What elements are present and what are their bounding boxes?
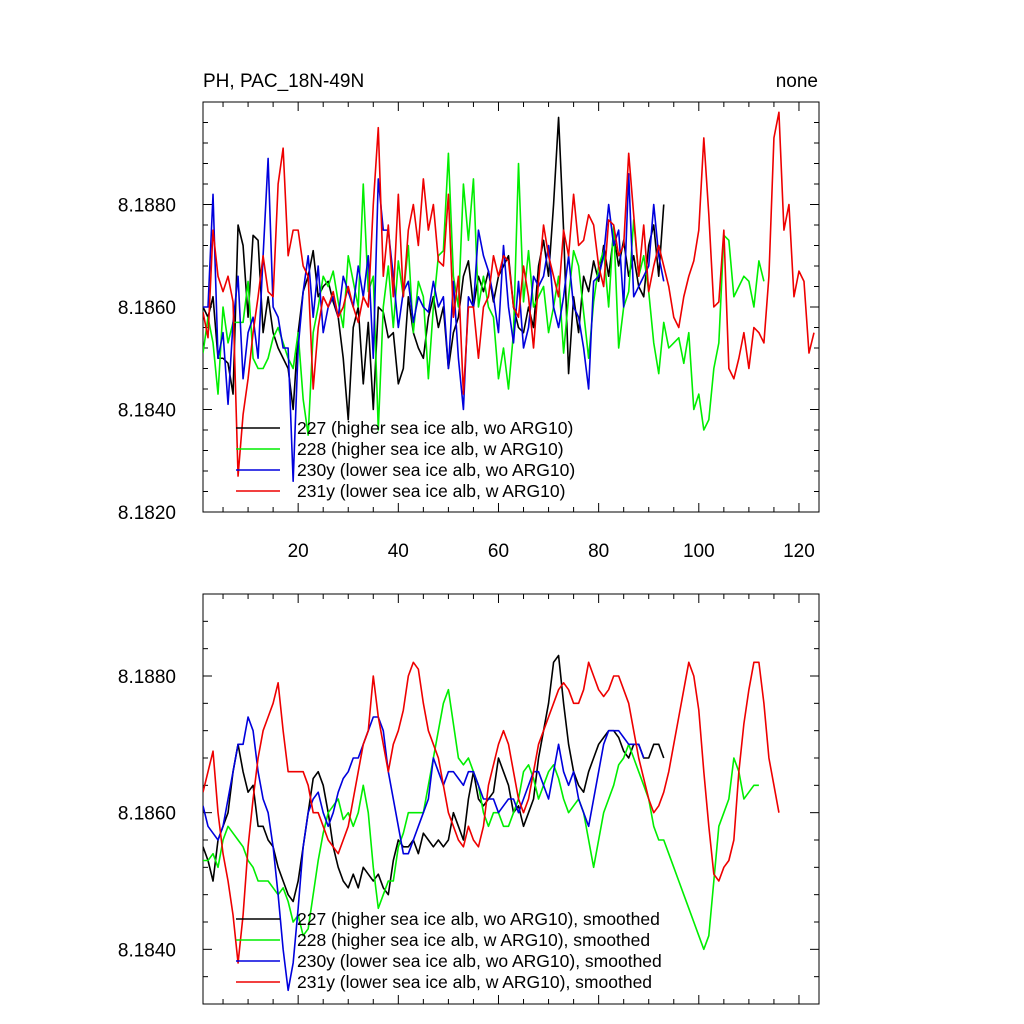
- x-tick-label: 100: [683, 541, 715, 562]
- y-tick-label: 8.1860: [118, 298, 176, 319]
- series-line-230y-lower-sea-ice-alb-wo-arg10-smoothed: [203, 716, 645, 992]
- legend-label: 230y (lower sea ice alb, wo ARG10): [297, 460, 575, 480]
- series-group: [203, 111, 815, 483]
- series-line-227-higher-sea-ice-alb-wo-arg10: [203, 116, 665, 421]
- series-line-230y-lower-sea-ice-alb-wo-arg10: [203, 157, 665, 483]
- x-tick-label: 40: [388, 541, 409, 562]
- legend-label: 231y (lower sea ice alb, w ARG10), smoot…: [297, 972, 652, 992]
- legend-label: 230y (lower sea ice alb, wo ARG10), smoo…: [297, 951, 662, 971]
- legend-label: 228 (higher sea ice alb, w ARG10): [297, 439, 564, 459]
- legend-label: 231y (lower sea ice alb, w ARG10): [297, 481, 565, 501]
- top-panel: 20 40 60 80 100 120 8.1820 8.1840 8.1860 8.1880 22…: [118, 101, 820, 562]
- plot-frame: [202, 593, 820, 1005]
- legend: 227 (higher sea ice alb, wo ARG10), smoo…: [236, 909, 662, 992]
- series-group: [203, 654, 780, 992]
- bottom-panel: 8.1840 8.1860 8.1880 227 (higher sea ice al…: [118, 593, 820, 1005]
- legend: 227 (higher sea ice alb, wo ARG10)228 (h…: [236, 418, 575, 501]
- plot-title-right: none: [776, 71, 818, 92]
- legend-label: 228 (higher sea ice alb, w ARG10), smoot…: [297, 930, 650, 950]
- y-tick-label: 8.1880: [118, 667, 176, 688]
- x-tick-label: 60: [488, 541, 509, 562]
- plot-title-left: PH, PAC_18N-49N: [203, 71, 364, 92]
- legend-label: 227 (higher sea ice alb, wo ARG10), smoo…: [297, 909, 660, 929]
- legend-label: 227 (higher sea ice alb, wo ARG10): [297, 418, 573, 438]
- x-tick-label: 120: [783, 541, 815, 562]
- series-line-228-higher-sea-ice-alb-w-arg10-smoothed: [203, 688, 759, 951]
- y-tick-label: 8.1820: [118, 503, 176, 524]
- y-tick-label: 8.1840: [118, 940, 176, 961]
- y-tick-label: 8.1860: [118, 804, 176, 825]
- y-tick-label: 8.1840: [118, 401, 176, 422]
- x-tick-label: 80: [588, 541, 609, 562]
- series-line-231y-lower-sea-ice-alb-w-arg10-smoothed: [203, 661, 780, 964]
- x-tick-label: 20: [288, 541, 309, 562]
- series-line-231y-lower-sea-ice-alb-w-arg10: [203, 111, 815, 477]
- y-tick-label: 8.1880: [118, 196, 176, 217]
- series-line-227-higher-sea-ice-alb-wo-arg10-smoothed: [203, 654, 665, 903]
- series-line-228-higher-sea-ice-alb-w-arg10: [203, 152, 765, 436]
